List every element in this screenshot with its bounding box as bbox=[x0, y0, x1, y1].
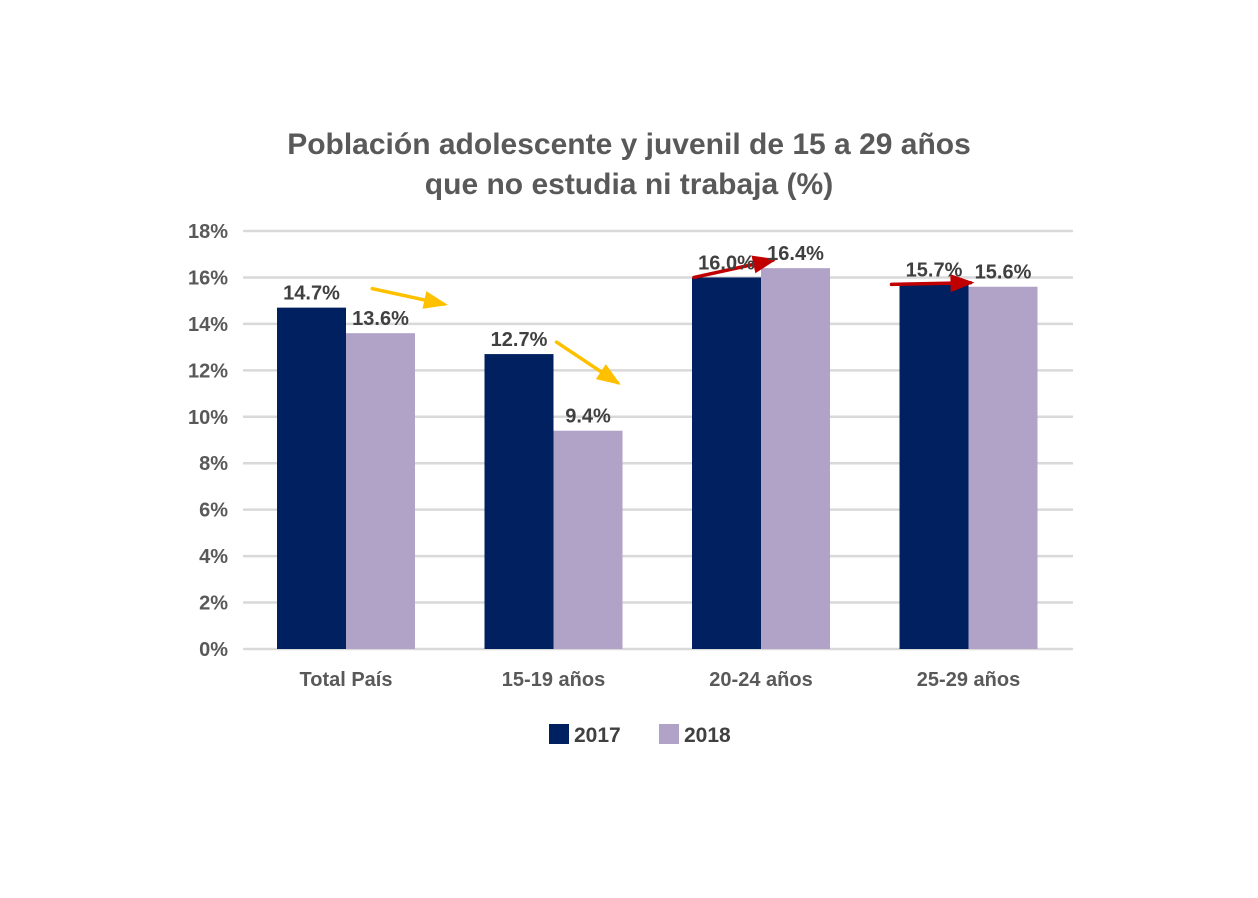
data-label: 12.7% bbox=[491, 329, 548, 351]
x-tick-label: 25-29 años bbox=[917, 669, 1020, 691]
data-label: 15.6% bbox=[975, 262, 1032, 284]
data-label: 13.6% bbox=[352, 308, 409, 330]
bar bbox=[968, 286, 1038, 649]
bar bbox=[346, 333, 415, 649]
bar bbox=[484, 354, 554, 649]
trend-arrow-head bbox=[751, 255, 777, 274]
data-label: 16.0% bbox=[698, 252, 755, 274]
y-tick-label: 0% bbox=[199, 639, 228, 661]
bar bbox=[277, 307, 346, 649]
y-tick-label: 14% bbox=[188, 314, 228, 336]
data-label: 15.7% bbox=[906, 259, 963, 281]
x-tick-label: 15-19 años bbox=[502, 669, 605, 691]
y-tick-label: 6% bbox=[199, 500, 228, 522]
trend-arrow-head bbox=[422, 291, 448, 309]
data-label: 9.4% bbox=[565, 406, 611, 428]
x-tick-label: 20-24 años bbox=[709, 669, 812, 691]
data-label: 16.4% bbox=[767, 243, 824, 265]
legend-label: 2017 bbox=[574, 724, 621, 747]
legend-swatch bbox=[549, 724, 569, 744]
y-tick-label: 2% bbox=[199, 593, 228, 615]
bar bbox=[553, 430, 623, 649]
y-tick-label: 10% bbox=[188, 407, 228, 429]
chart-title-line-2: que no estudia ni trabaja (%) bbox=[424, 168, 834, 201]
bar bbox=[692, 277, 761, 649]
bar bbox=[761, 268, 830, 649]
legend-label: 2018 bbox=[684, 724, 731, 747]
trend-arrow-head bbox=[950, 274, 975, 293]
y-tick-label: 18% bbox=[188, 221, 228, 243]
trend-arrow-head bbox=[595, 364, 621, 385]
y-tick-label: 4% bbox=[199, 546, 228, 568]
y-tick-label: 16% bbox=[188, 267, 228, 289]
chart-title-line-1: Población adolescente y juvenil de 15 a … bbox=[287, 128, 971, 161]
bar bbox=[899, 284, 969, 649]
y-tick-label: 12% bbox=[188, 360, 228, 382]
y-tick-label: 8% bbox=[199, 453, 228, 475]
data-label: 14.7% bbox=[283, 283, 340, 305]
legend-swatch bbox=[659, 724, 679, 744]
x-tick-label: Total País bbox=[300, 669, 393, 691]
